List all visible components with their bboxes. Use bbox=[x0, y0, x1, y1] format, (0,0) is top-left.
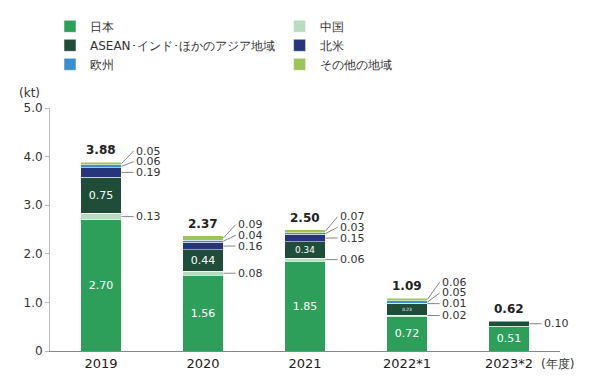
svg-text:0.34: 0.34 bbox=[295, 245, 315, 255]
svg-text:0.06: 0.06 bbox=[136, 155, 161, 168]
svg-text:(kt): (kt) bbox=[19, 86, 40, 100]
svg-text:0: 0 bbox=[35, 344, 43, 358]
svg-text:0.23: 0.23 bbox=[402, 307, 412, 312]
svg-text:0.15: 0.15 bbox=[340, 232, 365, 245]
svg-text:0.44: 0.44 bbox=[191, 254, 216, 267]
svg-text:2.70: 2.70 bbox=[89, 279, 114, 292]
svg-text:0.07: 0.07 bbox=[340, 210, 365, 223]
svg-text:0.62: 0.62 bbox=[494, 302, 524, 316]
svg-text:1.56: 1.56 bbox=[191, 307, 216, 320]
svg-text:4.0: 4.0 bbox=[24, 150, 43, 164]
svg-text:0.08: 0.08 bbox=[238, 267, 263, 280]
svg-text:0.75: 0.75 bbox=[89, 189, 114, 202]
svg-text:中国: 中国 bbox=[320, 20, 344, 34]
svg-text:北米: 北米 bbox=[320, 39, 344, 53]
svg-text:1.0: 1.0 bbox=[24, 296, 43, 310]
svg-text:2.50: 2.50 bbox=[290, 211, 320, 225]
svg-text:2.37: 2.37 bbox=[188, 217, 218, 231]
svg-text:1.85: 1.85 bbox=[293, 300, 318, 313]
svg-text:0.05: 0.05 bbox=[442, 286, 467, 299]
svg-text:0.16: 0.16 bbox=[238, 240, 263, 253]
svg-text:その他の地域: その他の地域 bbox=[320, 58, 392, 72]
svg-text:0.06: 0.06 bbox=[340, 253, 365, 266]
svg-text:ASEAN･インド･ほかのアジア地域: ASEAN･インド･ほかのアジア地域 bbox=[90, 39, 275, 53]
svg-text:0.03: 0.03 bbox=[340, 221, 365, 234]
svg-text:(年度): (年度) bbox=[541, 357, 574, 371]
svg-text:2020: 2020 bbox=[186, 356, 219, 371]
svg-text:欧州: 欧州 bbox=[90, 58, 114, 72]
svg-text:1.09: 1.09 bbox=[392, 279, 422, 293]
svg-text:2.0: 2.0 bbox=[24, 247, 43, 261]
svg-text:0.01: 0.01 bbox=[442, 297, 467, 310]
svg-text:3.88: 3.88 bbox=[86, 143, 116, 157]
svg-text:0.09: 0.09 bbox=[238, 218, 263, 231]
svg-text:2019: 2019 bbox=[84, 356, 117, 371]
svg-text:0.72: 0.72 bbox=[395, 327, 420, 340]
svg-text:0.13: 0.13 bbox=[136, 210, 161, 223]
svg-text:0.06: 0.06 bbox=[442, 276, 467, 289]
svg-text:0.10: 0.10 bbox=[544, 317, 569, 330]
svg-text:0.04: 0.04 bbox=[238, 229, 263, 242]
svg-text:0.02: 0.02 bbox=[442, 309, 467, 322]
svg-text:5.0: 5.0 bbox=[24, 101, 43, 115]
svg-text:0.05: 0.05 bbox=[136, 145, 161, 158]
svg-text:2021: 2021 bbox=[288, 356, 321, 371]
svg-text:0.51: 0.51 bbox=[497, 332, 522, 345]
svg-text:日本: 日本 bbox=[90, 20, 114, 34]
svg-text:2023*2: 2023*2 bbox=[485, 356, 533, 371]
svg-text:2022*1: 2022*1 bbox=[383, 356, 431, 371]
svg-text:0.19: 0.19 bbox=[136, 166, 161, 179]
svg-text:3.0: 3.0 bbox=[24, 198, 43, 212]
